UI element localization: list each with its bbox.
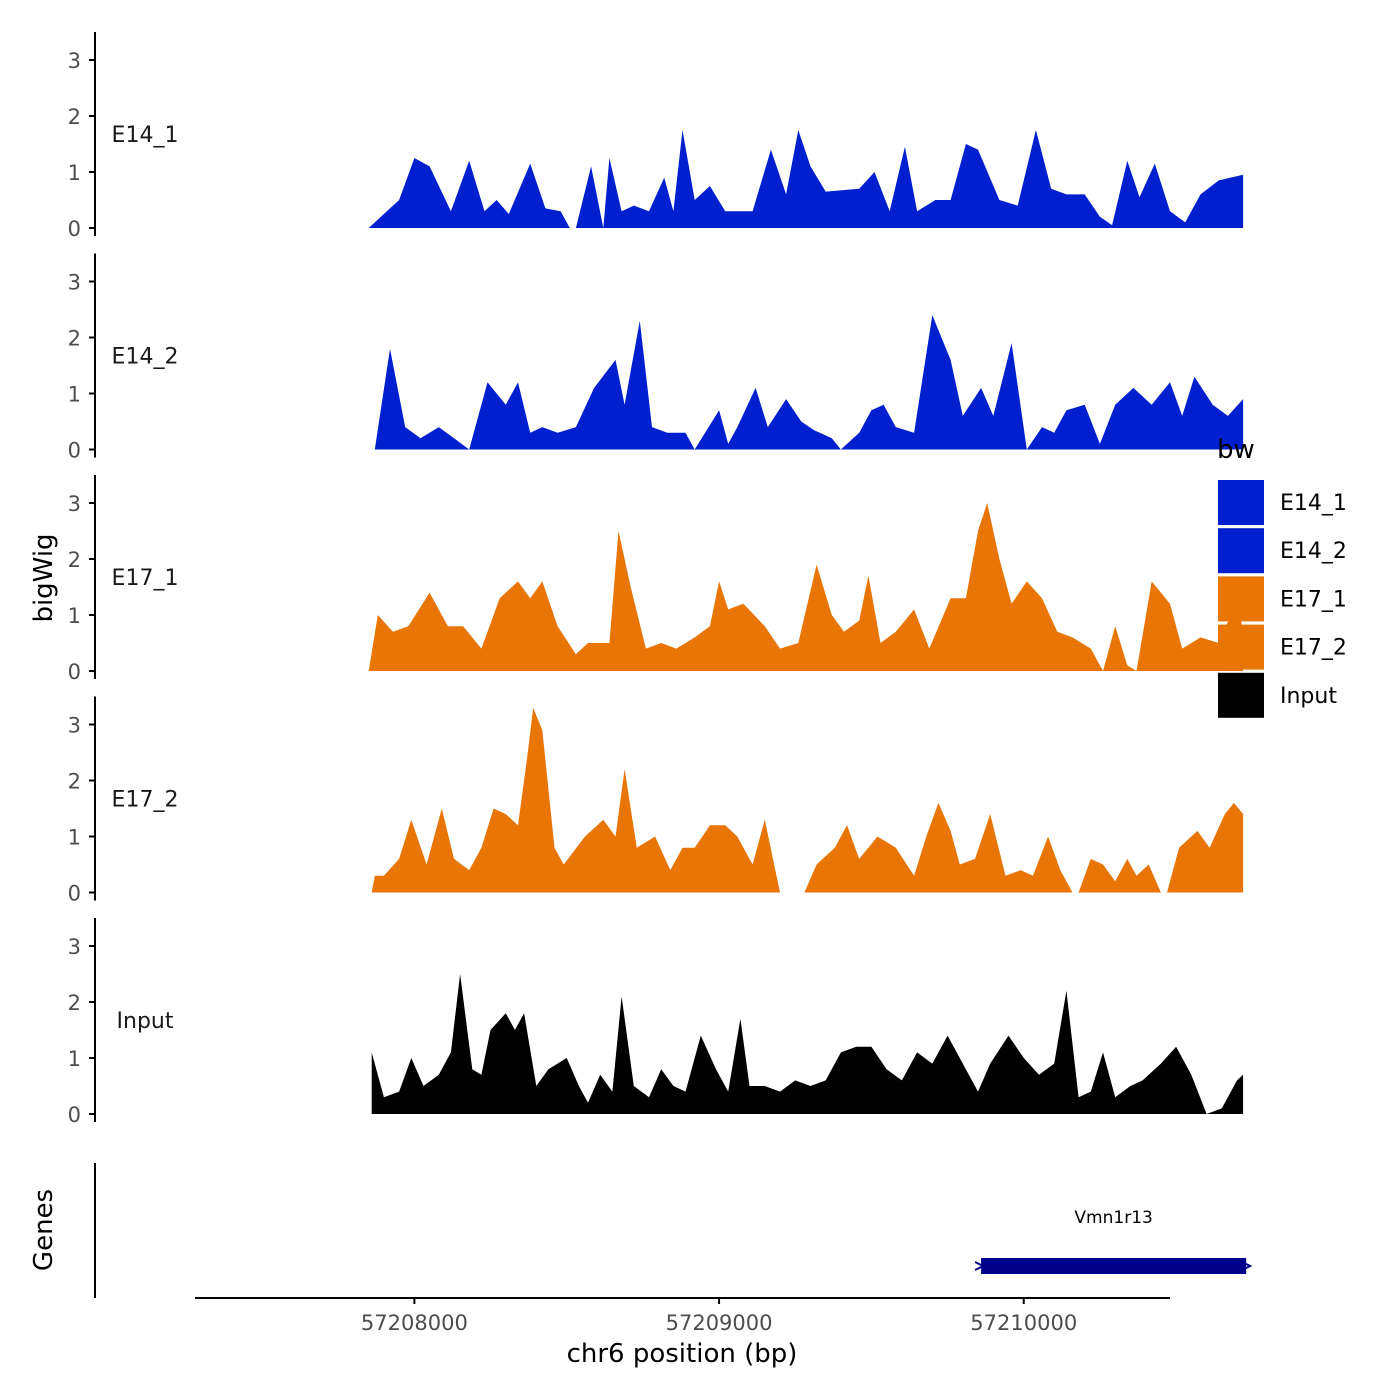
signal-area-Input <box>371 974 1244 1114</box>
x-tick-label: 57210000 <box>970 1311 1077 1335</box>
legend-swatch <box>1218 480 1264 525</box>
legend-entry-E14_1: E14_1 <box>1218 480 1347 525</box>
gene-body <box>981 1258 1247 1274</box>
y-tick-label: 1 <box>68 826 81 850</box>
legend-label: Input <box>1280 684 1337 709</box>
x-axis: 57208000 57209000 57210000 <box>195 1297 1170 1335</box>
y-tick-label: 2 <box>68 548 81 572</box>
legend-swatch <box>1218 528 1264 574</box>
gene-Vmn1r13: Vmn1r13 <box>974 1208 1253 1274</box>
gene-name-label: Vmn1r13 <box>1074 1208 1152 1228</box>
y-tick-label: 2 <box>68 105 81 129</box>
legend-entry-Input: Input <box>1218 672 1337 718</box>
signal-tracks: 0 1 2 3 E14_1 0 1 2 3 E14_2 0 1 2 3 E17_1 0 1 2 3 E17_2 0 1 2 3… <box>68 32 1244 1127</box>
y-tick-label: 3 <box>68 492 81 516</box>
legend-label: E17_1 <box>1280 587 1347 612</box>
y-tick-label: 1 <box>68 161 81 185</box>
track-E14_1: 0 1 2 3 E14_1 <box>68 32 1244 241</box>
gene-track-title: Genes <box>29 1189 59 1271</box>
y-tick-label: 3 <box>68 271 81 295</box>
y-tick-label: 1 <box>68 604 81 628</box>
track-label: E17_1 <box>112 566 179 591</box>
y-tick-label: 3 <box>68 935 81 959</box>
y-tick-label: 0 <box>68 1103 81 1127</box>
legend-entry-E14_2: E14_2 <box>1218 528 1347 574</box>
y-tick-label: 0 <box>68 439 81 463</box>
legend-swatch <box>1218 672 1264 718</box>
gene-strand-marks <box>974 1261 1253 1271</box>
x-axis-title: chr6 position (bp) <box>567 1339 798 1369</box>
y-tick-label: 0 <box>68 882 81 906</box>
signal-area-E14_1 <box>368 130 1244 228</box>
y-tick-label: 1 <box>68 383 81 407</box>
track-label: E14_2 <box>112 345 179 370</box>
y-axis-title: bigWig <box>29 533 59 622</box>
x-tick-label: 57209000 <box>666 1311 773 1335</box>
track-E17_2: 0 1 2 3 E17_2 <box>68 696 1244 906</box>
track-E17_1: 0 1 2 3 E17_1 <box>68 475 1244 684</box>
legend-entry-E17_2: E17_2 <box>1218 624 1347 670</box>
y-tick-label: 3 <box>68 49 81 73</box>
legend-label: E17_2 <box>1280 636 1347 661</box>
legend-label: E14_1 <box>1280 491 1347 516</box>
y-tick-label: 3 <box>68 714 81 738</box>
gene-track: Genes Vmn1r13 <box>29 1163 1253 1298</box>
y-tick-label: 2 <box>68 770 81 794</box>
y-tick-label: 2 <box>68 991 81 1015</box>
x-tick-label: 57208000 <box>361 1311 468 1335</box>
y-tick-label: 0 <box>68 217 81 241</box>
track-label: Input <box>117 1009 174 1034</box>
signal-area-E17_2 <box>371 707 1244 893</box>
track-label: E14_1 <box>112 123 179 148</box>
legend: bw E14_1 E14_2 E17_1 E17_2 Input <box>1217 435 1347 718</box>
signal-area-E17_1 <box>368 503 1244 671</box>
y-tick-label: 0 <box>68 660 81 684</box>
y-tick-label: 1 <box>68 1047 81 1071</box>
y-tick-label: 2 <box>68 327 81 351</box>
legend-entry-E17_1: E17_1 <box>1218 576 1347 622</box>
track-Input: 0 1 2 3 Input <box>68 918 1244 1127</box>
legend-swatch <box>1218 624 1264 670</box>
legend-swatch <box>1218 576 1264 622</box>
legend-label: E14_2 <box>1280 539 1347 564</box>
track-E14_2: 0 1 2 3 E14_2 <box>68 253 1244 463</box>
signal-area-E14_2 <box>374 315 1244 450</box>
legend-title: bw <box>1217 435 1255 465</box>
track-label: E17_2 <box>112 788 179 813</box>
